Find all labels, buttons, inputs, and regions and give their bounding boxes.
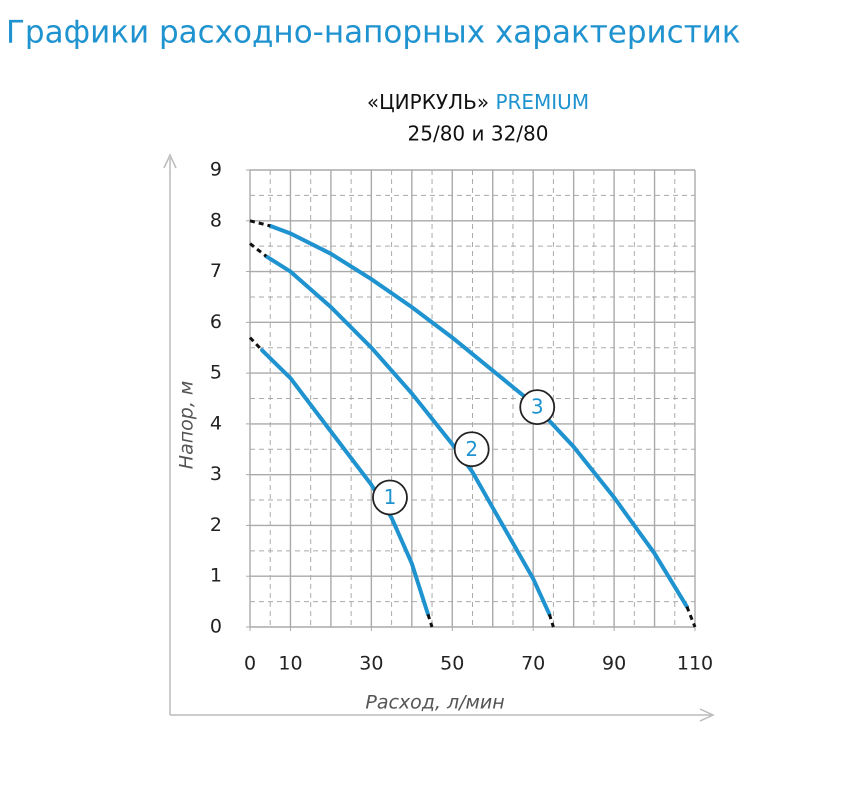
y-tick-label: 6: [210, 311, 222, 333]
x-tick-label: 110: [677, 653, 713, 675]
y-arrow: [163, 153, 177, 169]
curve-label-circle: [372, 479, 408, 516]
curve-dash-end: [426, 613, 434, 628]
y-tick-label: 9: [210, 159, 222, 181]
curve-label: 1: [384, 485, 397, 509]
chart-title-brand: «ЦИРКУЛЬ»: [367, 90, 489, 114]
y-axis-label: Напор, м: [176, 381, 198, 469]
x-tick-label: 50: [440, 653, 464, 675]
chart-title: «ЦИРКУЛЬ» PREMIUM: [367, 90, 589, 114]
curve: [268, 223, 689, 609]
y-tick-label: 0: [210, 616, 222, 638]
x-tick-label: 30: [359, 653, 383, 675]
y-tick-label: 1: [210, 565, 222, 587]
y-tick-label: 2: [210, 514, 222, 536]
y-tick-label: 8: [210, 209, 222, 231]
x-tick-label: 70: [521, 653, 545, 675]
curve-dash-start: [249, 242, 268, 258]
curve-dash-end: [685, 606, 697, 628]
x-tick-label: 90: [602, 653, 626, 675]
x-arrow: [699, 708, 715, 722]
x-axis-label: Расход, л/мин: [365, 692, 504, 714]
curve-dash-end: [547, 613, 555, 628]
chart-subtitle: 25/80 и 32/80: [408, 122, 549, 146]
curve-dash-start: [248, 336, 264, 352]
curve-dash-start: [249, 219, 271, 228]
page-title: Графики расходно-напорных характеристик: [6, 15, 741, 51]
y-tick-label: 3: [210, 463, 222, 485]
y-tick-label: 7: [210, 260, 222, 282]
x-tick-label: 10: [278, 653, 302, 675]
y-tick-label: 5: [210, 362, 222, 384]
curve: [260, 348, 430, 617]
chart-title-line: PREMIUM: [495, 90, 589, 114]
curve-label: 2: [465, 437, 478, 461]
y-tick-label: 4: [210, 412, 222, 434]
curve-label-circle: [453, 431, 490, 468]
x-tick-label: 0: [244, 653, 256, 675]
curve-label-circle: [519, 389, 556, 426]
curve-label: 3: [531, 395, 544, 419]
curve: [264, 254, 552, 617]
